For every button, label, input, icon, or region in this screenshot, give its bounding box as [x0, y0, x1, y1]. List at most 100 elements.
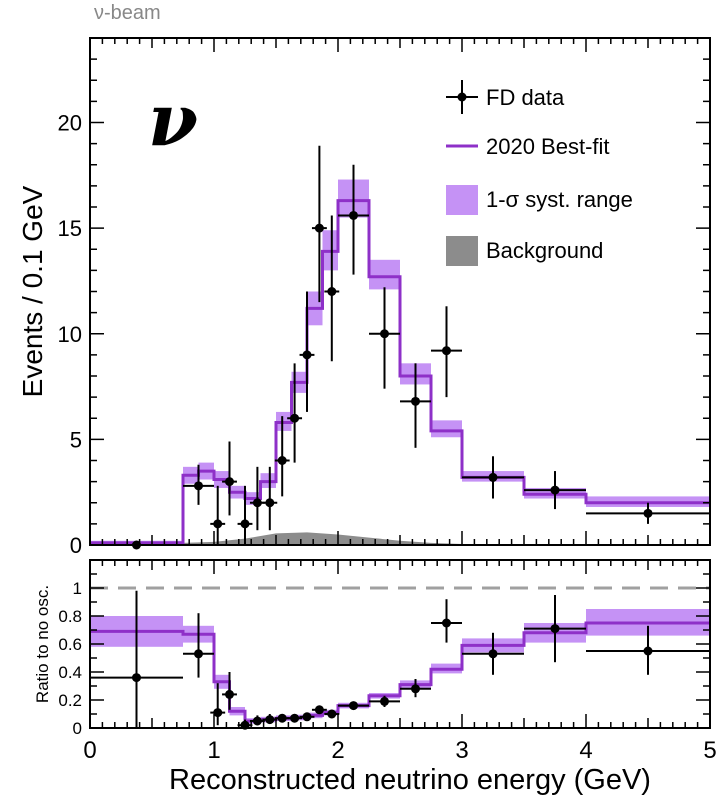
data-point	[262, 714, 278, 725]
data-marker	[488, 472, 498, 482]
data-point	[311, 145, 327, 303]
x-tick-label: 4	[579, 737, 592, 764]
data-point	[586, 502, 710, 524]
data-marker	[302, 350, 312, 360]
y-tick-label: 0	[70, 533, 82, 558]
data-marker	[213, 708, 223, 718]
data-marker	[349, 210, 358, 220]
legend-symbol-syst-range	[446, 185, 478, 215]
data-point	[311, 705, 327, 715]
data-marker	[488, 649, 498, 659]
y-tick-label: 0.8	[58, 607, 82, 626]
data-point	[369, 287, 400, 389]
data-point	[210, 485, 226, 545]
data-marker	[252, 716, 262, 726]
y-tick-label: 10	[58, 322, 82, 347]
data-point	[262, 466, 278, 531]
data-marker	[314, 705, 324, 715]
data-point	[299, 712, 315, 722]
data-point	[183, 613, 214, 678]
data-marker	[277, 713, 287, 723]
data-point	[249, 715, 265, 726]
y-tick-label: 5	[70, 427, 82, 452]
data-point	[586, 625, 710, 675]
x-tick-label: 3	[455, 737, 468, 764]
data-point	[338, 701, 369, 711]
y-axis-label: Events / 0.1 GeV	[17, 185, 48, 397]
x-tick-label: 1	[207, 737, 220, 764]
data-point	[299, 291, 315, 412]
y-tick-label: 1	[73, 579, 82, 598]
y-tick-label: 0.4	[58, 663, 82, 682]
x-tick-label: 0	[83, 737, 96, 764]
x-axis-label: Reconstructed neutrino energy (GeV)	[169, 764, 651, 796]
data-marker	[380, 696, 389, 706]
data-marker	[213, 519, 223, 529]
data-point	[324, 215, 340, 362]
data-point	[249, 466, 265, 531]
main-panel	[89, 37, 711, 550]
best-fit-line	[90, 199, 710, 545]
syst-band-bin	[369, 259, 400, 290]
data-point	[237, 485, 253, 545]
legend	[446, 80, 478, 266]
data-marker	[327, 709, 337, 719]
data-point	[287, 363, 303, 463]
legend-label-best-fit: 2020 Best-fit	[486, 134, 610, 159]
legend-label-fd-data: FD data	[486, 85, 565, 110]
data-marker	[643, 646, 653, 656]
data-marker	[442, 346, 451, 356]
data-marker	[252, 498, 262, 508]
data-point	[431, 599, 462, 643]
legend-marker	[457, 92, 467, 102]
data-marker	[290, 713, 300, 723]
neutrino-symbol: ν	[148, 77, 198, 162]
x-tick-label: 5	[703, 737, 716, 764]
y-tick-label: 0.2	[58, 691, 82, 710]
y-axis-label: Ratio to no osc.	[33, 585, 52, 703]
data-point	[431, 306, 462, 398]
y-tick-label: 15	[58, 216, 82, 241]
data-marker	[265, 498, 275, 508]
y-tick-label: 0	[73, 719, 82, 738]
data-marker	[643, 508, 653, 518]
data-marker	[132, 673, 141, 683]
legend-label-syst-range: 1-σ syst. range	[486, 187, 633, 212]
syst-band-bin	[431, 420, 462, 438]
data-point	[222, 441, 237, 516]
data-marker	[349, 701, 358, 711]
data-marker	[240, 519, 250, 529]
data-marker	[550, 624, 560, 634]
data-point	[369, 695, 400, 707]
data-point	[183, 464, 214, 505]
data-marker	[194, 481, 203, 491]
data-point	[400, 679, 431, 698]
legend-symbol-fd-data	[446, 80, 478, 114]
data-point	[274, 416, 290, 497]
data-marker	[442, 618, 451, 628]
data-marker	[327, 287, 337, 296]
data-marker	[302, 712, 312, 722]
data-marker	[225, 477, 234, 487]
data-point	[338, 164, 369, 275]
data-point	[287, 713, 303, 723]
data-point	[210, 683, 226, 726]
data-marker	[194, 649, 203, 659]
background-fill	[183, 532, 710, 545]
data-marker	[550, 485, 560, 495]
data-point	[524, 595, 586, 663]
legend-symbol-background	[446, 236, 478, 266]
data-marker	[411, 684, 420, 694]
data-marker	[265, 715, 275, 725]
data-marker	[314, 223, 324, 233]
data-point	[324, 709, 340, 719]
y-tick-label: 0.6	[58, 635, 82, 654]
y-tick-label: 20	[58, 111, 82, 136]
legend-label-background: Background	[486, 238, 604, 263]
x-tick-label: 2	[331, 737, 344, 764]
data-point	[462, 632, 524, 675]
data-marker	[277, 456, 287, 465]
data-point	[524, 471, 586, 510]
data-marker	[290, 413, 300, 423]
